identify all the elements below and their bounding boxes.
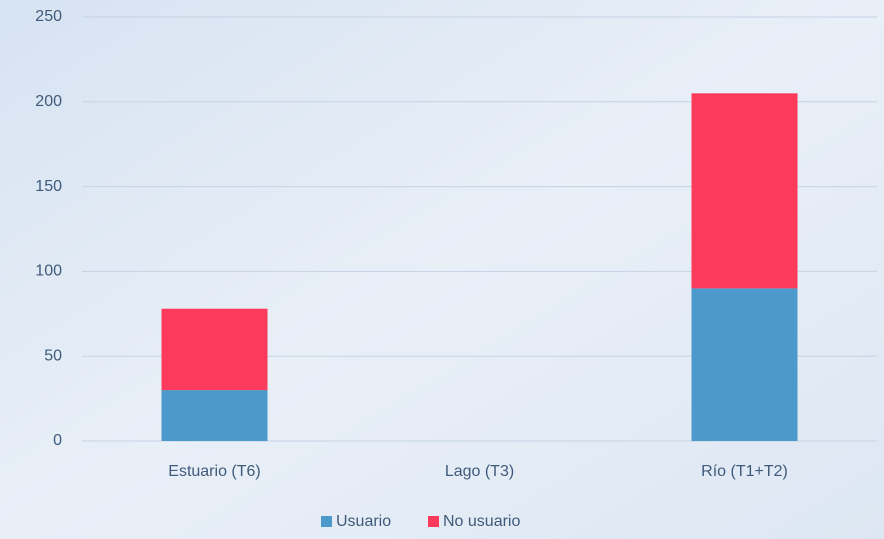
- y-tick-label: 150: [35, 178, 62, 195]
- bar-segment: [691, 93, 798, 289]
- bar-segment: [691, 288, 798, 441]
- bar-segment: [161, 390, 268, 441]
- x-tick-label: Río (T1+T2): [701, 463, 788, 480]
- y-tick-label: 200: [35, 93, 62, 110]
- legend-swatch: [321, 516, 332, 527]
- y-tick-label: 250: [35, 8, 62, 25]
- legend-label: No usuario: [443, 513, 520, 530]
- y-tick-label: 0: [53, 432, 62, 449]
- legend-swatch: [428, 516, 439, 527]
- x-tick-label: Lago (T3): [445, 463, 514, 480]
- y-tick-label: 100: [35, 263, 62, 280]
- y-tick-label: 50: [44, 347, 62, 364]
- legend-label: Usuario: [336, 513, 391, 530]
- x-tick-label: Estuario (T6): [168, 463, 260, 480]
- bar-segment: [161, 308, 268, 391]
